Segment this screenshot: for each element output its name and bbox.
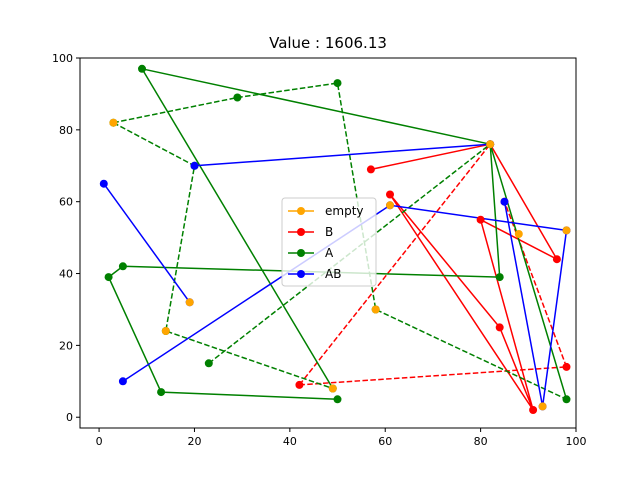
- legend-label-empty: empty: [325, 204, 364, 218]
- x-tick-label: 60: [378, 435, 392, 448]
- point-b-4: [529, 406, 538, 414]
- legend-label-a: A: [325, 246, 334, 260]
- point-a-3: [118, 262, 127, 271]
- series-b-segment-2: [299, 366, 567, 386]
- point-a-2: [495, 273, 504, 282]
- point-b-5: [386, 190, 394, 199]
- y-tick-label: 100: [52, 52, 73, 65]
- axes: 0 20 40 60 80 100 0 20 40 60 80 100: [52, 52, 587, 448]
- point-ab-4: [118, 377, 127, 386]
- series-a-segment-3: [113, 82, 567, 400]
- point-empty-2: [161, 327, 170, 335]
- plot-frame: [79, 57, 577, 429]
- point-b-8: [295, 380, 304, 389]
- point-a-10: [562, 395, 571, 404]
- legend-box: [281, 197, 377, 287]
- legend: empty BA AB: [281, 197, 377, 287]
- y-tick-label: 60: [59, 196, 73, 209]
- legend-marker-b: [297, 228, 305, 236]
- series-ab-segment-0: [194, 143, 491, 167]
- point-b-2: [552, 255, 561, 264]
- point-empty-9: [562, 226, 571, 235]
- y-tick-label: 80: [59, 124, 73, 137]
- series-a-segment-1: [141, 68, 334, 389]
- point-empty-3: [328, 384, 337, 393]
- point-a-20: [204, 359, 213, 368]
- point-empty-8: [538, 402, 547, 411]
- point-empty-5: [386, 201, 394, 210]
- legend-marker-a: [297, 249, 305, 257]
- x-tick-label: 40: [283, 435, 297, 448]
- point-empty-4: [371, 305, 380, 314]
- point-a-5: [157, 388, 166, 397]
- series-b-segment-3: [503, 201, 568, 368]
- x-tick-label: 20: [187, 435, 201, 448]
- point-b-6: [495, 323, 504, 332]
- legend-label-b: B: [325, 225, 333, 239]
- legend-marker-ab: [297, 270, 305, 278]
- point-ab-8: [500, 197, 509, 206]
- series-b-segment-1: [298, 143, 491, 386]
- y-tick-label: 20: [59, 339, 73, 352]
- point-ab-2: [99, 179, 108, 188]
- chart-title: Value : 1606.13: [269, 34, 387, 52]
- series-b-segment-0: [370, 143, 559, 411]
- point-b-3: [476, 215, 485, 224]
- x-tick-label: 80: [474, 435, 488, 448]
- point-a-0: [138, 64, 146, 73]
- point-a-13: [333, 79, 342, 88]
- point-empty-0: [109, 118, 118, 127]
- series-a-segment-4: [113, 122, 334, 390]
- x-tick-label: 0: [96, 435, 103, 448]
- point-empty-7: [514, 230, 523, 238]
- series-ab-segment-1: [103, 183, 191, 303]
- x-tick-label: 100: [566, 435, 587, 448]
- point-b-0: [366, 165, 375, 174]
- point-a-6: [333, 395, 342, 404]
- point-a-4: [104, 273, 113, 282]
- point-empty-6: [486, 140, 495, 149]
- legend-label-ab: AB: [325, 267, 341, 281]
- legend-marker-empty: [297, 207, 305, 215]
- point-b-11: [562, 362, 571, 371]
- point-empty-1: [185, 298, 194, 307]
- point-ab-0: [190, 161, 199, 170]
- y-tick-label: 0: [66, 411, 73, 424]
- series-a-segment-2: [489, 143, 568, 400]
- point-a-12: [233, 93, 242, 102]
- y-tick-label: 40: [59, 268, 73, 281]
